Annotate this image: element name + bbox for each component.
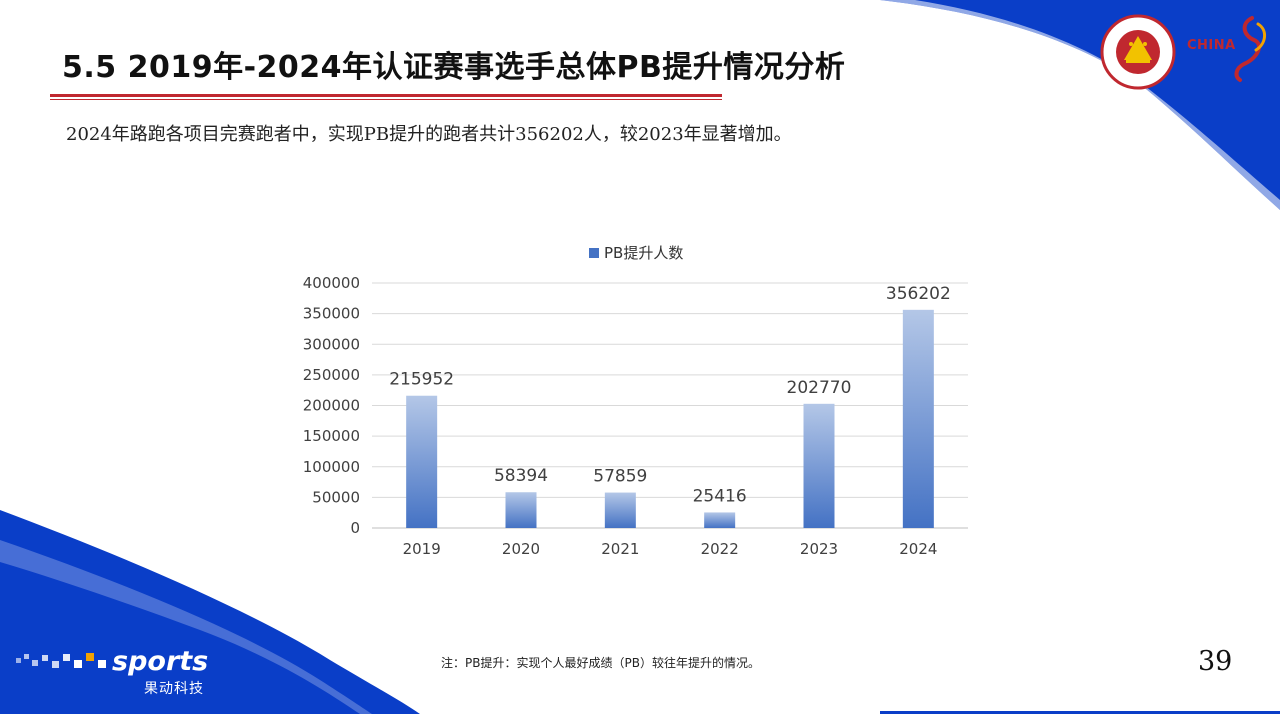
china-logo-text: CHINA <box>1187 38 1236 53</box>
x-tick-label: 2019 <box>403 540 441 558</box>
bar-2024 <box>902 309 934 528</box>
data-label-2019: 215952 <box>389 370 454 390</box>
brand-pixel-icon <box>16 653 106 668</box>
page-number: 39 <box>1198 646 1233 677</box>
title-underline-thin <box>50 99 722 100</box>
data-label-2024: 356202 <box>886 284 951 304</box>
data-label-2020: 58394 <box>494 466 548 486</box>
brand-name: sports <box>112 646 209 677</box>
data-label-2021: 57859 <box>593 467 647 487</box>
china-athletics-swoosh-logo <box>1234 16 1266 82</box>
x-tick-label: 2023 <box>800 540 838 558</box>
y-tick-label: 100000 <box>303 458 360 476</box>
y-tick-label: 300000 <box>303 335 360 353</box>
chart-legend: PB提升人数 <box>589 242 683 263</box>
y-tick-label: 350000 <box>303 305 360 323</box>
data-label-2022: 25416 <box>693 486 747 506</box>
data-label-2023: 202770 <box>787 378 852 398</box>
x-tick-label: 2024 <box>899 540 937 558</box>
brand-name-cn: 果动科技 <box>144 681 204 697</box>
x-tick-label: 2022 <box>701 540 739 558</box>
y-tick-label: 0 <box>350 519 360 537</box>
page-title: 5.5 2019年-2024年认证赛事选手总体PB提升情况分析 <box>62 50 846 85</box>
bar-2022 <box>704 512 736 528</box>
legend-swatch <box>589 247 599 258</box>
x-tick-label: 2021 <box>601 540 639 558</box>
footnote: 注：PB提升：实现个人最好成绩（PB）较往年提升的情况。 <box>441 656 760 670</box>
bar-2019 <box>406 395 438 528</box>
y-tick-label: 150000 <box>303 427 360 445</box>
y-tick-label: 250000 <box>303 366 360 384</box>
chinese-athletics-association-logo <box>1100 14 1176 90</box>
y-tick-label: 400000 <box>303 274 360 292</box>
page-subtitle: 2024年路跑各项目完赛跑者中，实现PB提升的跑者共计356202人，较2023… <box>66 124 792 145</box>
x-tick-label: 2020 <box>502 540 540 558</box>
bar-2020 <box>505 492 537 528</box>
title-underline <box>50 94 722 97</box>
y-tick-label: 50000 <box>312 488 360 506</box>
bar-2023 <box>803 403 835 528</box>
bar-2021 <box>604 492 636 528</box>
legend-label: PB提升人数 <box>604 244 684 262</box>
y-tick-label: 200000 <box>303 397 360 415</box>
